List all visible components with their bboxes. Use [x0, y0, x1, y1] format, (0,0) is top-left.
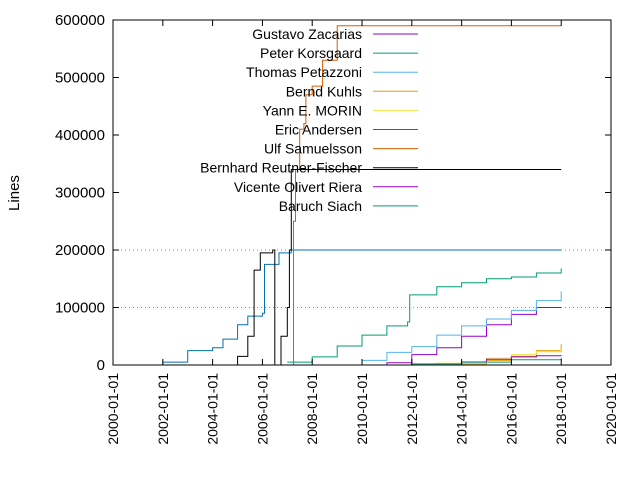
legend-label: Thomas Petazzoni — [246, 64, 362, 80]
y-tick-label: 0 — [97, 357, 105, 374]
x-tick-label: 2008-01-01 — [304, 373, 320, 445]
x-tick-label: 2020-01-01 — [603, 373, 619, 445]
x-tick-label: 2006-01-01 — [254, 373, 270, 445]
legend-label: Eric Andersen — [275, 122, 362, 138]
series-line-5 — [148, 249, 562, 366]
legend-label: Yann E. MORIN — [263, 102, 362, 118]
x-tick-label: 2000-01-01 — [105, 373, 121, 445]
x-tick-label: 2018-01-01 — [553, 373, 569, 445]
series-line-2 — [347, 291, 562, 366]
legend-label: Ulf Samuelsson — [264, 141, 362, 157]
series-line-1 — [287, 268, 562, 363]
series-line-0 — [355, 307, 562, 366]
legend-label: Bernhard Reutner-Fischer — [200, 160, 362, 176]
y-tick-label: 500000 — [55, 70, 105, 87]
y-axis-label: Lines — [6, 175, 23, 211]
legend: Gustavo Zacarias Peter Korsgaard Thomas Pe… — [200, 26, 418, 214]
y-tick-label: 100000 — [55, 300, 105, 317]
x-tick-label: 2010-01-01 — [354, 373, 370, 445]
y-tick-label: 600000 — [55, 12, 105, 29]
axes: 0 100000 200000 300000 400000 500000 600000 200… — [55, 12, 619, 445]
legend-label: Baruch Siach — [279, 198, 362, 214]
x-tick-label: 2002-01-01 — [155, 373, 171, 445]
series-line-6 — [289, 25, 562, 366]
legend-label: Gustavo Zacarias — [252, 26, 362, 42]
series-line-4 — [422, 348, 562, 366]
legend-label: Vicente Olivert Riera — [234, 179, 362, 195]
x-tick-label: 2014-01-01 — [454, 373, 470, 445]
x-tick-label: 2004-01-01 — [205, 373, 221, 445]
x-tick-label: 2012-01-01 — [404, 373, 420, 445]
series-line-7 — [223, 169, 562, 366]
legend-label: Bernd Kuhls — [286, 83, 362, 99]
y-tick-label: 400000 — [55, 127, 105, 144]
x-tick-label: 2016-01-01 — [503, 373, 519, 445]
y-tick-label: 300000 — [55, 185, 105, 202]
legend-label: Peter Korsgaard — [260, 45, 362, 61]
y-tick-label: 200000 — [55, 242, 105, 259]
